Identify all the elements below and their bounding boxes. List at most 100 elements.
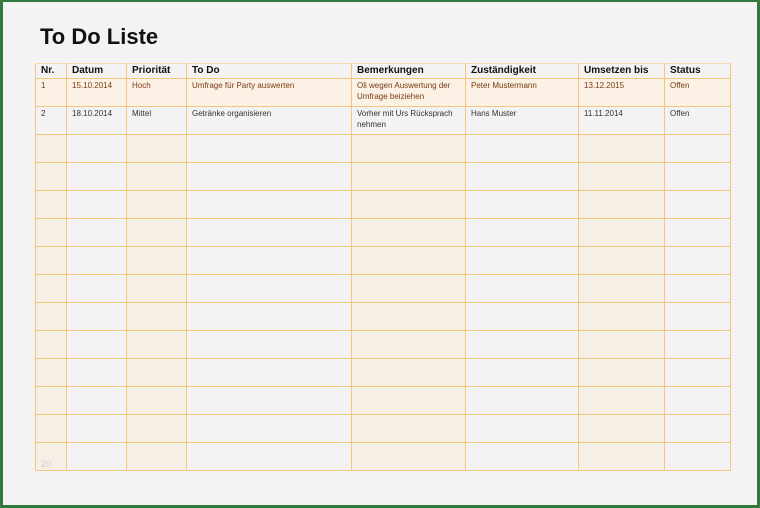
table-cell[interactable] (465, 218, 579, 247)
table-cell[interactable] (186, 190, 352, 219)
table-cell[interactable]: 1 (35, 78, 67, 107)
table-cell[interactable] (351, 442, 466, 471)
table-cell[interactable]: 11.11.2014 (578, 106, 665, 135)
table-cell[interactable] (465, 386, 579, 415)
table-cell[interactable] (126, 274, 187, 303)
table-cell[interactable] (578, 442, 665, 471)
table-cell[interactable] (664, 302, 731, 331)
table-cell[interactable] (664, 162, 731, 191)
table-cell[interactable] (35, 414, 67, 443)
table-cell[interactable] (186, 358, 352, 387)
table-cell[interactable] (126, 134, 187, 163)
table-cell[interactable] (465, 134, 579, 163)
table-cell[interactable] (66, 386, 127, 415)
table-cell[interactable] (66, 246, 127, 275)
table-cell[interactable]: 15.10.2014 (66, 78, 127, 107)
table-cell[interactable]: Hoch (126, 78, 187, 107)
table-cell[interactable] (465, 442, 579, 471)
table-cell[interactable] (578, 218, 665, 247)
table-cell[interactable] (465, 414, 579, 443)
table-cell[interactable] (66, 414, 127, 443)
table-cell[interactable] (664, 134, 731, 163)
table-cell[interactable] (664, 218, 731, 247)
table-cell[interactable] (186, 218, 352, 247)
table-cell[interactable] (578, 330, 665, 359)
table-cell[interactable] (465, 162, 579, 191)
table-cell[interactable]: Getränke organisieren (186, 106, 352, 135)
table-cell[interactable] (351, 358, 466, 387)
table-cell[interactable]: Umfrage für Party auswerten (186, 78, 352, 107)
table-cell[interactable] (664, 386, 731, 415)
table-cell[interactable] (465, 274, 579, 303)
table-cell[interactable] (351, 302, 466, 331)
table-cell[interactable] (351, 414, 466, 443)
table-cell[interactable] (351, 190, 466, 219)
table-cell[interactable] (35, 218, 67, 247)
table-cell[interactable] (465, 302, 579, 331)
table-cell[interactable] (126, 414, 187, 443)
table-cell[interactable] (578, 386, 665, 415)
table-cell[interactable] (35, 330, 67, 359)
table-cell[interactable] (35, 442, 67, 471)
table-cell[interactable]: Offen (664, 106, 731, 135)
table-cell[interactable]: 18.10.2014 (66, 106, 127, 135)
table-cell[interactable] (351, 274, 466, 303)
table-cell[interactable] (186, 274, 352, 303)
table-cell[interactable] (578, 274, 665, 303)
table-cell[interactable]: 2 (35, 106, 67, 135)
table-cell[interactable] (35, 162, 67, 191)
table-cell[interactable] (664, 330, 731, 359)
table-cell[interactable] (664, 442, 731, 471)
table-cell[interactable] (35, 386, 67, 415)
table-cell[interactable] (35, 274, 67, 303)
table-cell[interactable] (578, 162, 665, 191)
table-cell[interactable] (186, 386, 352, 415)
table-cell[interactable] (66, 358, 127, 387)
table-cell[interactable] (126, 358, 187, 387)
table-cell[interactable] (126, 190, 187, 219)
table-cell[interactable] (578, 134, 665, 163)
table-cell[interactable] (351, 386, 466, 415)
table-cell[interactable] (578, 246, 665, 275)
table-cell[interactable] (35, 246, 67, 275)
table-cell[interactable] (351, 162, 466, 191)
table-cell[interactable] (578, 190, 665, 219)
table-cell[interactable] (664, 274, 731, 303)
table-cell[interactable] (66, 190, 127, 219)
table-cell[interactable] (186, 330, 352, 359)
table-cell[interactable] (578, 358, 665, 387)
table-cell[interactable] (351, 218, 466, 247)
table-cell[interactable]: Vorher mit Urs Rücksprach nehmen (351, 106, 466, 135)
table-cell[interactable]: 13.12.2015 (578, 78, 665, 107)
table-cell[interactable] (186, 246, 352, 275)
table-cell[interactable] (465, 190, 579, 219)
table-cell[interactable] (35, 134, 67, 163)
table-cell[interactable] (351, 246, 466, 275)
table-cell[interactable] (126, 246, 187, 275)
table-cell[interactable] (186, 134, 352, 163)
table-cell[interactable] (66, 302, 127, 331)
table-cell[interactable] (66, 442, 127, 471)
table-cell[interactable] (186, 162, 352, 191)
table-cell[interactable] (126, 218, 187, 247)
table-cell[interactable]: Oli wegen Auswertung der Umfrage beizieh… (351, 78, 466, 107)
table-cell[interactable]: Offen (664, 78, 731, 107)
table-cell[interactable] (126, 442, 187, 471)
table-cell[interactable]: Hans Muster (465, 106, 579, 135)
table-cell[interactable] (186, 302, 352, 331)
table-cell[interactable] (66, 134, 127, 163)
table-cell[interactable]: Peter Mustermann (465, 78, 579, 107)
table-cell[interactable] (664, 190, 731, 219)
table-cell[interactable] (465, 330, 579, 359)
table-cell[interactable] (578, 414, 665, 443)
table-cell[interactable] (351, 330, 466, 359)
table-cell[interactable] (126, 386, 187, 415)
table-cell[interactable] (186, 414, 352, 443)
table-cell[interactable] (66, 218, 127, 247)
table-cell[interactable] (664, 358, 731, 387)
table-cell[interactable] (35, 358, 67, 387)
table-cell[interactable] (66, 162, 127, 191)
table-cell[interactable] (126, 162, 187, 191)
table-cell[interactable] (126, 330, 187, 359)
table-cell[interactable] (465, 246, 579, 275)
